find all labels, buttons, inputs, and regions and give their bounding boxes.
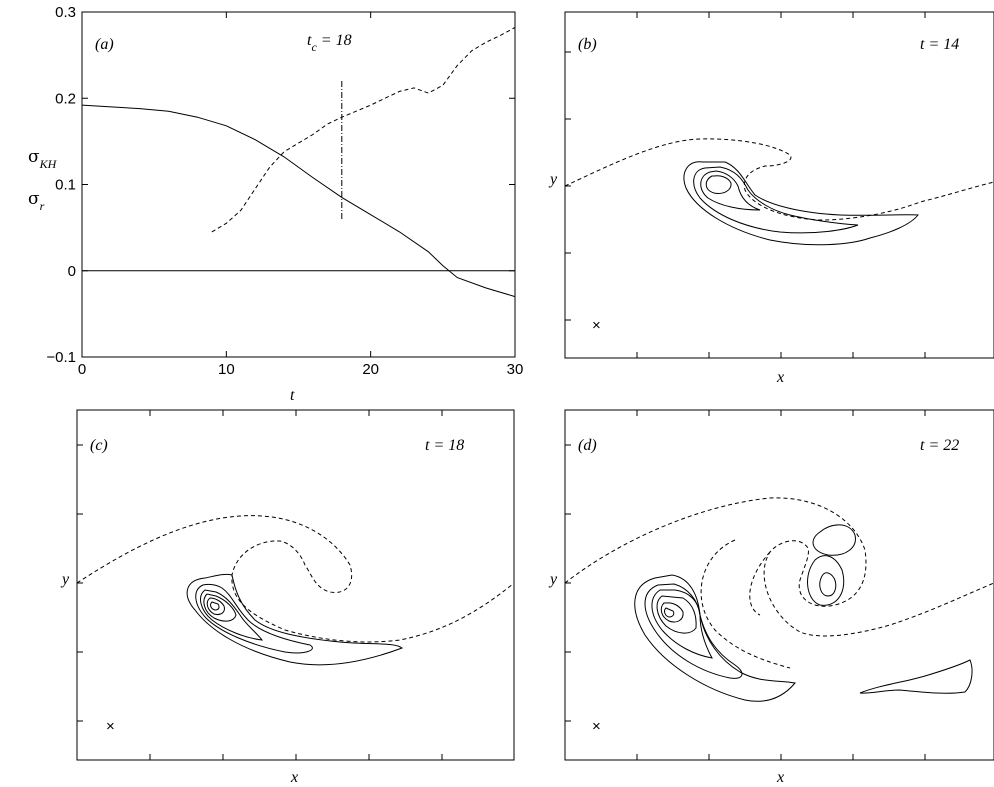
y-label-sigma-kh: σKH: [28, 147, 58, 171]
sigma-kh-line: [81, 104, 516, 298]
y-tick-label-3: 0.2: [55, 90, 76, 107]
panel-c-label: (c): [90, 437, 108, 454]
panel-b-label: (b): [578, 36, 597, 53]
y-label-sigma-r-sub: r: [40, 199, 45, 213]
panel-a-time-series: 0 10 20 30−0.100.10.20.3 (a) tc = 18 t σKH …: [28, 4, 523, 404]
panel-d-interface-dashed-outer: [700, 539, 791, 669]
sigma-r-line: [211, 27, 516, 233]
x-tick-label-0: 0: [78, 361, 86, 378]
y-tick-label-0: −0.1: [46, 349, 76, 366]
panel-b-vorticity-contours: [683, 161, 919, 246]
x-tick-label-3: 30: [507, 361, 524, 378]
panel-c-xlabel: x: [290, 769, 298, 786]
panel-c-frame-ticks: [77, 410, 443, 760]
panel-c-ylabel: y: [60, 571, 70, 588]
panel-d-interface-dashed: [564, 497, 994, 637]
panel-d-xlabel: x: [776, 769, 784, 786]
panel-b-marker: ×: [592, 317, 601, 334]
tc-rest: = 18: [317, 32, 352, 49]
y-tick-label-2: 0.1: [55, 177, 76, 194]
panel-d-frame-ticks: [565, 410, 926, 760]
tc-annotation: tc = 18: [307, 32, 352, 54]
panel-b-time: t = 14: [920, 36, 959, 53]
panel-d-ylabel: y: [548, 571, 558, 588]
panel-a-label: (a): [95, 36, 114, 53]
y-label-sigma-r: σr: [28, 189, 45, 213]
panel-b-interface-dashed: [564, 138, 994, 221]
y-tick-label-4: 0.3: [55, 4, 76, 21]
panel-a-ticks: 0 10 20 30−0.100.10.20.3: [46, 4, 523, 378]
y-label-sigma-kh-symbol: σ: [28, 147, 40, 167]
x-tick-label-2: 20: [362, 361, 379, 378]
panel-d-label: (d): [578, 437, 597, 454]
panel-d-contours: (d) t = 22 × x y: [548, 409, 994, 786]
panel-c-vorticity-contours: [186, 573, 403, 666]
panel-c-contours: (c) t = 18 × x y: [60, 409, 515, 786]
y-tick-label-1: 0: [68, 263, 76, 280]
tc-base: t: [307, 32, 312, 49]
panel-b-contours: (b) t = 14 × x y: [548, 11, 994, 386]
panel-c-frame: [76, 409, 515, 761]
panel-c-time: t = 18: [425, 437, 464, 454]
y-label-sigma-kh-sub: KH: [39, 157, 58, 171]
panel-d-vorticity-contours: [634, 524, 973, 702]
panel-d-time: t = 22: [920, 437, 959, 454]
x-tick-label-1: 10: [218, 361, 235, 378]
panel-b-frame: [564, 11, 994, 359]
panel-d-interface-dashed-inner: [749, 551, 771, 616]
y-label-sigma-r-symbol: σ: [28, 189, 40, 209]
panel-c-interface-dashed: [76, 515, 515, 643]
x-axis-label: t: [290, 387, 295, 404]
tc-sub: c: [311, 40, 317, 54]
panel-d-frame: [564, 409, 994, 761]
panel-b-ylabel: y: [548, 171, 558, 188]
panel-c-marker: ×: [106, 718, 115, 735]
panel-d-marker: ×: [592, 718, 601, 735]
panel-b-xlabel: x: [776, 369, 784, 386]
panel-a-frame: [81, 11, 516, 358]
